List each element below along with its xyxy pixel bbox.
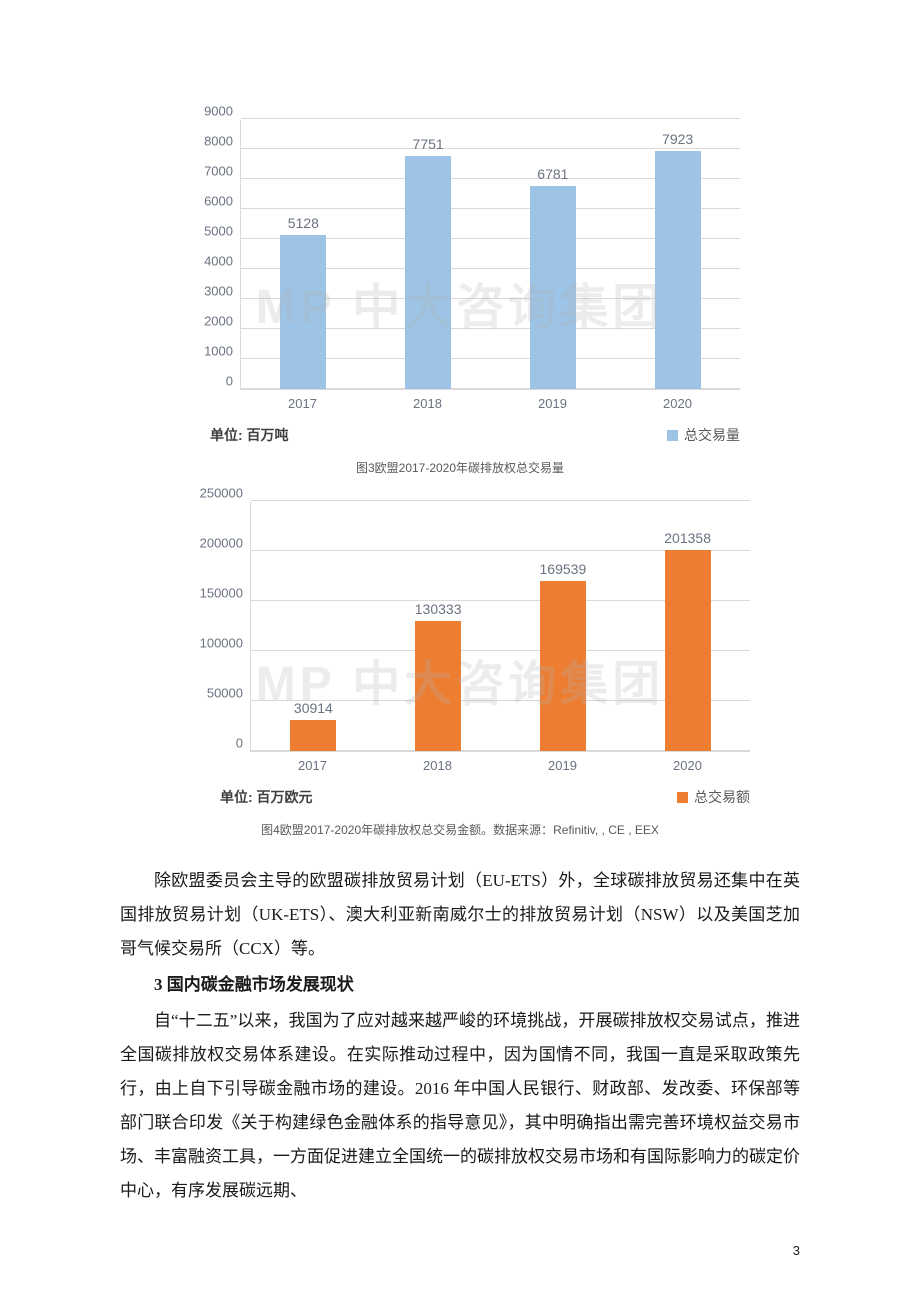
y-tick-label: 150000 [200, 586, 251, 601]
y-tick-label: 4000 [204, 254, 241, 269]
y-tick-label: 0 [226, 374, 241, 389]
bar-slot: 130333 [398, 601, 478, 751]
bar-slot: 5128 [263, 215, 343, 389]
x-tick-label: 2017 [273, 758, 353, 773]
y-tick-label: 9000 [204, 104, 241, 119]
chart-1-legend: 总交易量 [667, 425, 740, 445]
y-tick-label: 7000 [204, 164, 241, 179]
chart-1-wrap: 0100020003000400050006000700080009000512… [180, 120, 740, 445]
bar [290, 720, 336, 751]
y-tick-label: 100000 [200, 636, 251, 651]
y-tick-label: 3000 [204, 284, 241, 299]
bar-value-label: 6781 [537, 166, 568, 182]
bar [655, 151, 701, 389]
bar-value-label: 30914 [294, 700, 333, 716]
gridline [241, 118, 740, 119]
bar-value-label: 201358 [664, 530, 711, 546]
x-tick-label: 2020 [638, 396, 718, 411]
y-tick-label: 8000 [204, 134, 241, 149]
x-tick-label: 2017 [263, 396, 343, 411]
body-text: 除欧盟委员会主导的欧盟碳排放贸易计划（EU-ETS）外，全球碳排放贸易还集中在英… [120, 864, 800, 1208]
bar [540, 581, 586, 751]
chart-1-footer: 单位: 百万吨 总交易量 [210, 425, 740, 445]
y-tick-label: 6000 [204, 194, 241, 209]
chart-2-caption: 图4欧盟2017-2020年碳排放权总交易金额。数据来源：Refinitiv, … [120, 821, 800, 838]
bars-row: 30914 130333 169539 201358 [251, 502, 750, 751]
bar [530, 186, 576, 389]
bar-value-label: 169539 [540, 561, 587, 577]
y-tick-label: 1000 [204, 344, 241, 359]
y-tick-label: 5000 [204, 224, 241, 239]
x-tick-label: 2019 [513, 396, 593, 411]
bar-slot: 7923 [638, 131, 718, 389]
bar-slot: 7751 [388, 136, 468, 389]
chart-2-legend-label: 总交易额 [694, 787, 750, 807]
bar-value-label: 7923 [662, 131, 693, 147]
section-heading: 3 国内碳金融市场发展现状 [120, 968, 800, 1002]
bar-slot: 169539 [523, 561, 603, 751]
bar [415, 621, 461, 751]
chart-1-legend-swatch [667, 430, 678, 441]
bar-slot: 6781 [513, 166, 593, 389]
bar [405, 156, 451, 389]
bars-row: 5128 7751 6781 7923 [241, 120, 740, 389]
chart-2-legend: 总交易额 [677, 787, 750, 807]
y-tick-label: 250000 [200, 486, 251, 501]
y-tick-label: 200000 [200, 536, 251, 551]
chart-2-footer: 单位: 百万欧元 总交易额 [220, 787, 750, 807]
chart-1-legend-label: 总交易量 [684, 425, 740, 445]
gridline [251, 500, 750, 501]
y-tick-label: 50000 [207, 686, 251, 701]
bar-value-label: 130333 [415, 601, 462, 617]
bar [280, 235, 326, 389]
chart-2-x-labels: 2017 2018 2019 2020 [250, 758, 750, 773]
bar [665, 550, 711, 751]
chart-1-plot: 0100020003000400050006000700080009000512… [240, 120, 740, 390]
x-tick-label: 2018 [388, 396, 468, 411]
page-number: 3 [793, 1243, 800, 1258]
paragraph-2: 自“十二五”以来，我国为了应对越来越严峻的环境挑战，开展碳排放权交易试点，推进全… [120, 1004, 800, 1208]
paragraph-1: 除欧盟委员会主导的欧盟碳排放贸易计划（EU-ETS）外，全球碳排放贸易还集中在英… [120, 864, 800, 966]
document-page: 0100020003000400050006000700080009000512… [0, 0, 920, 1302]
chart-2-wrap: 0500001000001500002000002500003091413033… [170, 502, 750, 807]
x-tick-label: 2019 [523, 758, 603, 773]
chart-1-unit-label: 单位: 百万吨 [210, 425, 289, 445]
y-tick-label: 2000 [204, 314, 241, 329]
chart-2-plot: 0500001000001500002000002500003091413033… [250, 502, 750, 752]
y-tick-label: 0 [236, 736, 251, 751]
bar-slot: 201358 [648, 530, 728, 751]
chart-1-x-labels: 2017 2018 2019 2020 [240, 396, 740, 411]
chart-1-caption: 图3欧盟2017-2020年碳排放权总交易量 [120, 459, 800, 476]
bar-value-label: 5128 [288, 215, 319, 231]
bar-value-label: 7751 [413, 136, 444, 152]
x-tick-label: 2020 [648, 758, 728, 773]
chart-2-unit-label: 单位: 百万欧元 [220, 787, 313, 807]
x-tick-label: 2018 [398, 758, 478, 773]
chart-2-legend-swatch [677, 792, 688, 803]
bar-slot: 30914 [273, 700, 353, 751]
